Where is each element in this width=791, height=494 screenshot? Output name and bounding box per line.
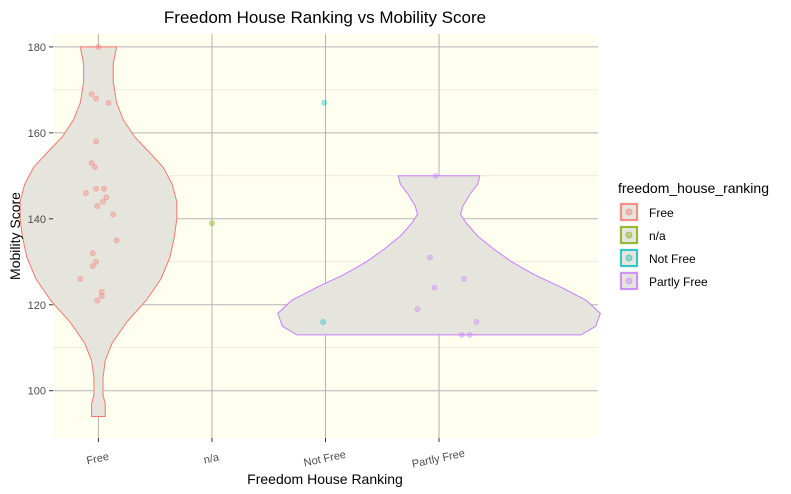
data-point [98,288,105,295]
legend-label: Partly Free [649,275,708,289]
y-tick-label: 120 [28,300,46,312]
x-tick-label: Not Free [303,449,347,470]
violin-partly-free [277,175,601,336]
point-layer [77,44,480,338]
x-tick-label: Free [85,451,110,467]
data-point [458,331,465,338]
data-point [98,293,105,300]
x-axis-ticks: Free n/a Not Free Partly Free [85,438,466,471]
legend-swatch [620,226,638,244]
data-point [95,44,102,50]
violin-free [19,46,178,417]
y-tick-label: 180 [28,42,46,54]
data-point [93,138,99,145]
data-point [94,297,101,304]
data-point [427,254,433,261]
legend-entry: n/a [619,225,666,245]
data-point [83,190,89,196]
x-axis-title: Freedom House Ranking [247,471,403,487]
legend-point [625,208,633,216]
data-point [461,276,467,282]
violin-layer [19,46,601,417]
legend-swatch [620,272,638,290]
data-point [94,202,101,209]
y-tick-label: 140 [28,214,46,226]
legend-label: n/a [649,229,666,243]
y-axis-title: Mobility Score [7,192,23,280]
data-point [209,220,215,226]
y-tick-label: 160 [28,128,46,140]
data-point [89,263,96,269]
data-point [473,319,480,325]
x-tick-label: n/a [203,451,221,466]
data-point [101,185,107,192]
data-point [89,250,96,257]
data-point [92,164,98,171]
legend-entry: Not Free [619,248,696,268]
legend-label: Free [649,206,674,220]
data-point [431,284,438,291]
legend-title: freedom_house_ranking [618,180,769,196]
y-tick-label: 100 [28,386,46,398]
legend-entry: Free [619,202,674,222]
legend-point [625,231,633,239]
legend-entry: Partly Free [619,271,708,291]
data-point [100,198,106,205]
legend-swatch [620,203,638,221]
legend: Free n/a Not Free Partly Free [619,202,708,291]
data-point [414,306,421,312]
data-point [466,331,473,338]
data-point [77,276,84,282]
data-point [113,237,120,244]
data-point [88,91,95,98]
data-point [93,258,99,265]
chart-title: Freedom House Ranking vs Mobility Score [164,8,486,27]
legend-swatch [620,249,638,267]
data-point [320,319,327,325]
data-point [110,211,117,218]
data-point [103,194,110,201]
y-axis-ticks: 100 120 140 160 180 [28,42,53,398]
data-point [432,172,439,179]
data-point [93,185,99,192]
data-point [321,99,328,106]
legend-point [625,254,633,262]
data-point [88,159,95,166]
x-tick-label: Partly Free [411,448,466,471]
legend-label: Not Free [649,252,696,266]
legend-point [625,277,633,285]
data-point [93,95,99,102]
data-point [105,99,112,106]
